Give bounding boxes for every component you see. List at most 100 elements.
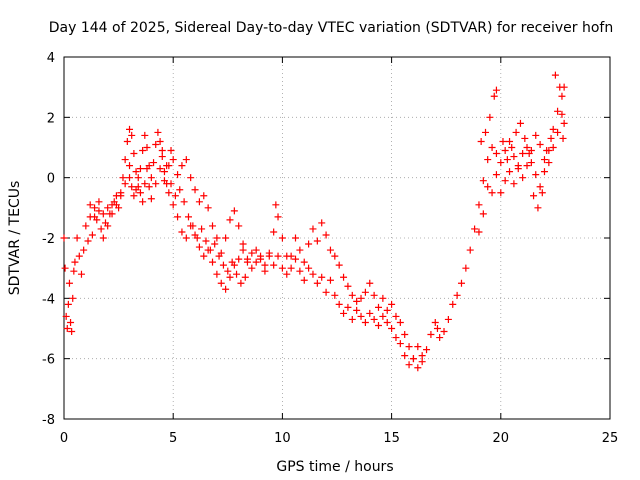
- data-point: [65, 279, 73, 287]
- data-point: [213, 234, 221, 242]
- data-point: [305, 240, 313, 248]
- data-point: [340, 273, 348, 281]
- data-point: [180, 198, 188, 206]
- y-tick-label: 4: [47, 51, 55, 66]
- data-point: [318, 219, 326, 227]
- data-point: [63, 325, 71, 332]
- data-point: [243, 255, 251, 263]
- data-point: [519, 150, 527, 158]
- data-point: [287, 264, 295, 272]
- data-point: [361, 288, 369, 296]
- data-point: [388, 325, 396, 332]
- data-point: [296, 246, 304, 254]
- data-point: [237, 279, 245, 287]
- data-point: [427, 331, 435, 339]
- data-point: [278, 264, 286, 272]
- x-tick-label: 0: [60, 431, 68, 446]
- data-point: [123, 137, 131, 145]
- data-point: [418, 352, 426, 360]
- data-point: [340, 309, 348, 317]
- data-point: [540, 168, 548, 176]
- data-point: [191, 186, 199, 194]
- data-point: [479, 210, 487, 218]
- data-point: [532, 131, 540, 139]
- data-point: [278, 234, 286, 242]
- data-point: [158, 147, 166, 155]
- data-point: [436, 334, 444, 342]
- data-point: [396, 340, 404, 348]
- data-point: [117, 192, 125, 200]
- data-point: [128, 183, 136, 191]
- data-point: [530, 192, 538, 200]
- data-point: [558, 110, 566, 118]
- x-tick-label: 10: [274, 431, 291, 446]
- data-point: [392, 312, 400, 320]
- x-tick-label: 15: [383, 431, 400, 446]
- data-point: [60, 234, 68, 242]
- data-point: [252, 246, 260, 254]
- data-point: [73, 234, 81, 242]
- data-point: [82, 222, 90, 230]
- data-point: [165, 189, 173, 197]
- data-point: [499, 137, 507, 145]
- data-point: [219, 261, 227, 269]
- data-point: [532, 171, 540, 179]
- data-point: [519, 174, 527, 182]
- x-axis-label: GPS time / hours: [276, 459, 393, 475]
- data-point: [431, 318, 439, 326]
- data-point: [357, 312, 365, 320]
- data-point: [488, 189, 496, 197]
- data-point: [510, 153, 518, 161]
- data-point: [554, 128, 562, 136]
- data-point: [405, 343, 413, 351]
- data-point: [145, 183, 153, 191]
- data-point: [169, 156, 177, 164]
- data-point: [126, 174, 134, 182]
- data-point: [305, 264, 313, 272]
- data-point: [261, 267, 269, 275]
- x-tick-label: 20: [493, 431, 510, 446]
- data-point: [462, 264, 470, 272]
- data-point: [222, 234, 230, 242]
- data-point: [559, 134, 567, 142]
- data-point: [62, 312, 70, 320]
- data-point: [486, 113, 494, 121]
- data-point: [95, 198, 103, 206]
- data-point: [283, 252, 291, 260]
- data-point: [248, 264, 256, 272]
- data-point: [270, 261, 278, 269]
- data-point: [178, 162, 186, 170]
- data-point: [174, 171, 182, 179]
- data-point: [136, 165, 144, 173]
- data-point: [230, 207, 238, 215]
- data-point: [84, 237, 92, 245]
- data-point: [482, 128, 490, 136]
- data-point: [272, 201, 280, 209]
- data-point: [77, 270, 85, 278]
- data-point: [383, 306, 391, 314]
- y-tick-label: -2: [42, 232, 55, 247]
- data-point: [366, 279, 374, 287]
- data-point: [536, 183, 544, 191]
- data-point: [300, 258, 308, 266]
- data-point: [67, 318, 75, 326]
- x-tick-label: 25: [602, 431, 619, 446]
- data-point: [357, 294, 365, 302]
- data-point: [158, 153, 166, 161]
- data-point: [80, 246, 88, 254]
- data-point: [226, 273, 234, 281]
- data-point: [182, 234, 190, 242]
- data-point: [91, 213, 99, 221]
- data-point: [169, 201, 177, 209]
- data-point: [97, 225, 105, 233]
- data-point: [226, 216, 234, 224]
- data-point: [68, 328, 76, 336]
- data-point: [121, 180, 129, 188]
- x-tick-label: 5: [169, 431, 177, 446]
- data-point: [313, 237, 321, 245]
- data-point: [492, 86, 500, 94]
- data-point: [521, 134, 529, 142]
- data-point: [121, 156, 129, 164]
- data-point: [126, 125, 134, 133]
- data-point: [235, 255, 243, 263]
